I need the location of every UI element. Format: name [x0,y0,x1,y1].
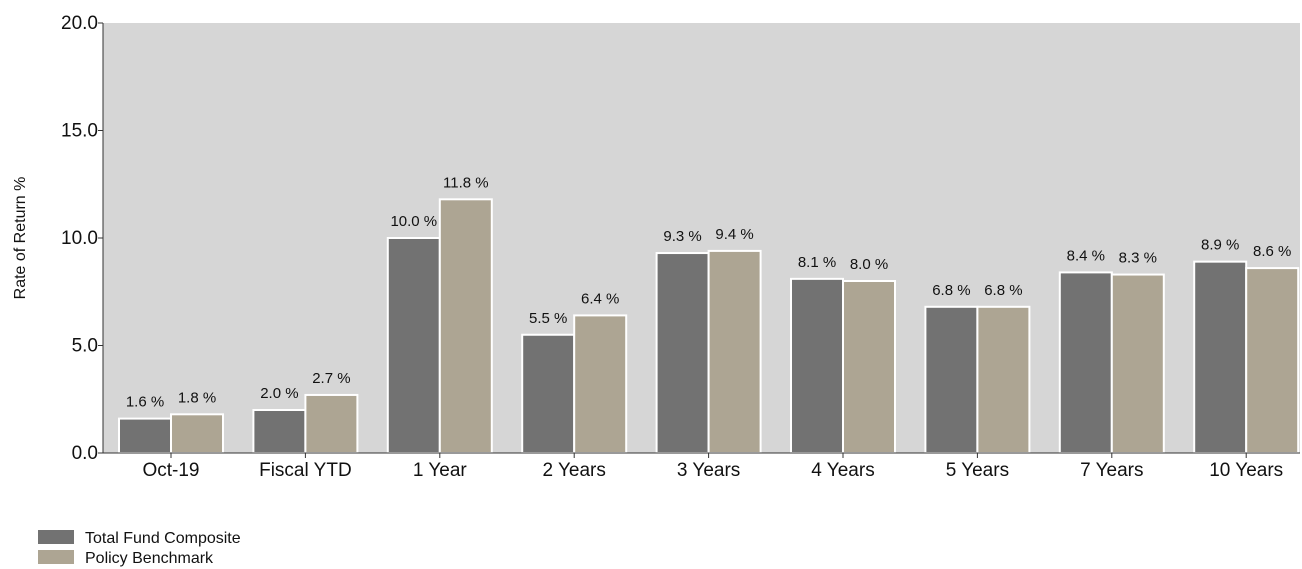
y-tick-label: 10.0 [61,228,98,249]
data-label-total-fund-composite-oct-19: 1.6 % [126,394,164,411]
bar-total-fund-composite-4-years [791,279,843,453]
bar-total-fund-composite-7-years [1060,272,1112,453]
bar-total-fund-composite-2-years [522,335,574,453]
legend-label-total-fund: Total Fund Composite [85,530,241,547]
data-label-policy-benchmark-7-years: 8.3 % [1119,250,1157,267]
data-label-total-fund-composite-4-years: 8.1 % [798,254,836,271]
y-ticks-group: 0.0 5.0 10.0 15.0 20.0 [61,13,103,464]
data-label-total-fund-composite-7-years: 8.4 % [1067,247,1105,264]
x-tick-label-oct-19: Oct-19 [142,460,199,481]
bar-policy-benchmark-fiscal-ytd [305,395,357,453]
bar-total-fund-composite-1-year [388,238,440,453]
data-label-policy-benchmark-fiscal-ytd: 2.7 % [312,370,350,387]
x-tick-label-7-years: 7 Years [1080,460,1143,481]
bar-policy-benchmark-oct-19 [171,414,223,453]
y-axis-title: Rate of Return % [12,177,29,300]
y-tick-label: 0.0 [72,443,98,464]
bar-policy-benchmark-1-year [440,199,492,453]
legend: Total Fund Composite Policy Benchmark [38,530,241,567]
bar-total-fund-composite-oct-19 [119,419,171,453]
bar-total-fund-composite-3-years [657,253,709,453]
data-label-policy-benchmark-5-years: 6.8 % [984,282,1022,299]
x-tick-label-1-year: 1 Year [413,460,468,481]
bar-policy-benchmark-3-years [709,251,761,453]
y-tick-label: 15.0 [61,121,98,142]
x-tick-label-10-years: 10 Years [1209,460,1283,481]
data-label-total-fund-composite-fiscal-ytd: 2.0 % [260,385,298,402]
data-label-policy-benchmark-10-years: 8.6 % [1253,243,1291,260]
bar-total-fund-composite-fiscal-ytd [253,410,305,453]
legend-swatch-total-fund [38,530,74,544]
bar-policy-benchmark-5-years [977,307,1029,453]
data-label-policy-benchmark-oct-19: 1.8 % [178,389,216,406]
data-label-policy-benchmark-2-years: 6.4 % [581,290,619,307]
legend-swatch-policy-benchmark [38,550,74,564]
bar-total-fund-composite-5-years [925,307,977,453]
data-label-total-fund-composite-2-years: 5.5 % [529,310,567,327]
bar-total-fund-composite-10-years [1194,262,1246,453]
bar-policy-benchmark-7-years [1112,275,1164,453]
data-label-policy-benchmark-4-years: 8.0 % [850,256,888,273]
x-tick-label-4-years: 4 Years [811,460,874,481]
data-label-total-fund-composite-5-years: 6.8 % [932,282,970,299]
x-tick-label-fiscal-ytd: Fiscal YTD [259,460,352,481]
bar-policy-benchmark-10-years [1246,268,1298,453]
bar-policy-benchmark-4-years [843,281,895,453]
data-label-total-fund-composite-1-year: 10.0 % [390,213,437,230]
x-tick-label-3-years: 3 Years [677,460,740,481]
data-label-total-fund-composite-10-years: 8.9 % [1201,237,1239,254]
data-label-total-fund-composite-3-years: 9.3 % [663,228,701,245]
y-tick-label: 20.0 [61,13,98,34]
x-tick-label-2-years: 2 Years [542,460,605,481]
x-ticks-group: Oct-19 Fiscal YTD 1 Year 2 Years 3 Years 4 Ye… [142,453,1283,481]
legend-label-policy-benchmark: Policy Benchmark [85,550,214,567]
data-label-policy-benchmark-1-year: 11.8 % [443,174,489,191]
data-label-policy-benchmark-3-years: 9.4 % [715,226,753,243]
x-tick-label-5-years: 5 Years [946,460,1009,481]
y-tick-label: 5.0 [72,336,98,357]
bar-policy-benchmark-2-years [574,315,626,453]
